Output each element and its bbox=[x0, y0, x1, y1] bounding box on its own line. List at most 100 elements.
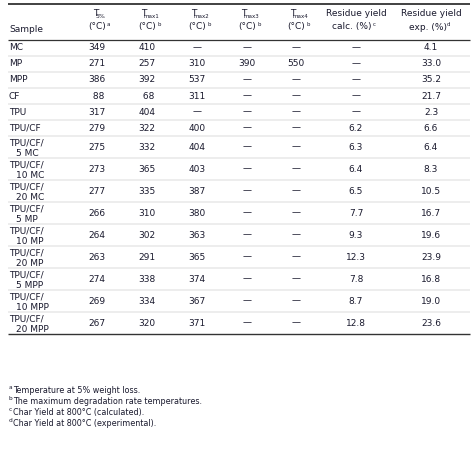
Text: —: — bbox=[243, 274, 252, 284]
Text: 335: 335 bbox=[138, 186, 155, 195]
Text: Temperature at 5% weight loss.: Temperature at 5% weight loss. bbox=[13, 386, 140, 395]
Text: Residue yield: Residue yield bbox=[401, 9, 461, 19]
Text: 7.7: 7.7 bbox=[349, 208, 363, 218]
Text: 6.2: 6.2 bbox=[349, 124, 363, 133]
Text: —: — bbox=[243, 252, 252, 261]
Text: TPU/CF: TPU/CF bbox=[9, 124, 41, 133]
Text: 332: 332 bbox=[138, 142, 155, 152]
Text: 267: 267 bbox=[89, 319, 106, 327]
Text: 338: 338 bbox=[138, 274, 155, 284]
Text: 20 MP: 20 MP bbox=[16, 259, 44, 267]
Text: —: — bbox=[292, 186, 301, 195]
Text: —: — bbox=[243, 92, 252, 100]
Text: —: — bbox=[192, 107, 201, 117]
Text: (°C): (°C) bbox=[287, 22, 305, 32]
Text: 273: 273 bbox=[89, 165, 106, 173]
Text: TPU/CF/: TPU/CF/ bbox=[9, 160, 44, 170]
Text: 269: 269 bbox=[89, 297, 106, 306]
Text: a: a bbox=[107, 21, 110, 27]
Text: 365: 365 bbox=[138, 165, 155, 173]
Text: 302: 302 bbox=[138, 231, 155, 239]
Text: TPU/CF/: TPU/CF/ bbox=[9, 271, 44, 279]
Text: 10 MC: 10 MC bbox=[16, 171, 45, 179]
Text: Sample: Sample bbox=[9, 26, 43, 34]
Text: T: T bbox=[241, 9, 246, 19]
Text: 6.5: 6.5 bbox=[349, 186, 363, 195]
Text: 291: 291 bbox=[138, 252, 155, 261]
Text: 400: 400 bbox=[189, 124, 206, 133]
Text: 88: 88 bbox=[90, 92, 104, 100]
Text: 10.5: 10.5 bbox=[421, 186, 441, 195]
Text: 35.2: 35.2 bbox=[421, 75, 441, 85]
Text: Char Yield at 800°C (experimental).: Char Yield at 800°C (experimental). bbox=[13, 419, 156, 428]
Text: 317: 317 bbox=[88, 107, 106, 117]
Text: 16.7: 16.7 bbox=[421, 208, 441, 218]
Text: 349: 349 bbox=[89, 44, 106, 53]
Text: —: — bbox=[192, 44, 201, 53]
Text: 311: 311 bbox=[188, 92, 206, 100]
Text: 16.8: 16.8 bbox=[421, 274, 441, 284]
Text: calc. (%): calc. (%) bbox=[332, 22, 372, 32]
Text: —: — bbox=[243, 319, 252, 327]
Text: 23.6: 23.6 bbox=[421, 319, 441, 327]
Text: —: — bbox=[243, 208, 252, 218]
Text: exp. (%): exp. (%) bbox=[409, 22, 447, 32]
Text: max2: max2 bbox=[194, 14, 210, 20]
Text: max1: max1 bbox=[144, 14, 160, 20]
Text: b: b bbox=[208, 21, 211, 27]
Text: 264: 264 bbox=[89, 231, 106, 239]
Text: —: — bbox=[292, 44, 301, 53]
Text: —: — bbox=[243, 165, 252, 173]
Text: 19.0: 19.0 bbox=[421, 297, 441, 306]
Text: 390: 390 bbox=[238, 60, 255, 68]
Text: 275: 275 bbox=[89, 142, 106, 152]
Text: —: — bbox=[352, 92, 361, 100]
Text: —: — bbox=[243, 75, 252, 85]
Text: b: b bbox=[9, 396, 13, 401]
Text: TPU/CF/: TPU/CF/ bbox=[9, 182, 44, 192]
Text: (°C): (°C) bbox=[188, 22, 206, 32]
Text: —: — bbox=[243, 297, 252, 306]
Text: b: b bbox=[258, 21, 262, 27]
Text: —: — bbox=[292, 319, 301, 327]
Text: 386: 386 bbox=[88, 75, 106, 85]
Text: 5 MP: 5 MP bbox=[16, 214, 38, 224]
Text: —: — bbox=[243, 231, 252, 239]
Text: —: — bbox=[292, 208, 301, 218]
Text: 550: 550 bbox=[287, 60, 305, 68]
Text: d: d bbox=[447, 21, 450, 27]
Text: 266: 266 bbox=[89, 208, 106, 218]
Text: TPU/CF/: TPU/CF/ bbox=[9, 314, 44, 324]
Text: 257: 257 bbox=[138, 60, 155, 68]
Text: —: — bbox=[292, 75, 301, 85]
Text: TPU/CF/: TPU/CF/ bbox=[9, 248, 44, 258]
Text: —: — bbox=[292, 231, 301, 239]
Text: T: T bbox=[141, 9, 146, 19]
Text: c: c bbox=[373, 21, 376, 27]
Text: TPU/CF/: TPU/CF/ bbox=[9, 139, 44, 147]
Text: 6.6: 6.6 bbox=[424, 124, 438, 133]
Text: 271: 271 bbox=[89, 60, 106, 68]
Text: 4.1: 4.1 bbox=[424, 44, 438, 53]
Text: 2.3: 2.3 bbox=[424, 107, 438, 117]
Text: MP: MP bbox=[9, 60, 22, 68]
Text: 310: 310 bbox=[188, 60, 206, 68]
Text: —: — bbox=[352, 75, 361, 85]
Text: 19.6: 19.6 bbox=[421, 231, 441, 239]
Text: d: d bbox=[9, 418, 13, 423]
Text: max4: max4 bbox=[293, 14, 309, 20]
Text: Char Yield at 800°C (calculated).: Char Yield at 800°C (calculated). bbox=[13, 408, 144, 417]
Text: 5 MC: 5 MC bbox=[16, 148, 38, 158]
Text: 404: 404 bbox=[138, 107, 155, 117]
Text: a: a bbox=[9, 385, 13, 390]
Text: 6.3: 6.3 bbox=[349, 142, 363, 152]
Text: 263: 263 bbox=[89, 252, 106, 261]
Text: —: — bbox=[243, 142, 252, 152]
Text: —: — bbox=[352, 107, 361, 117]
Text: T: T bbox=[290, 9, 295, 19]
Text: —: — bbox=[292, 252, 301, 261]
Text: 403: 403 bbox=[189, 165, 206, 173]
Text: 363: 363 bbox=[188, 231, 206, 239]
Text: 21.7: 21.7 bbox=[421, 92, 441, 100]
Text: 8.7: 8.7 bbox=[349, 297, 363, 306]
